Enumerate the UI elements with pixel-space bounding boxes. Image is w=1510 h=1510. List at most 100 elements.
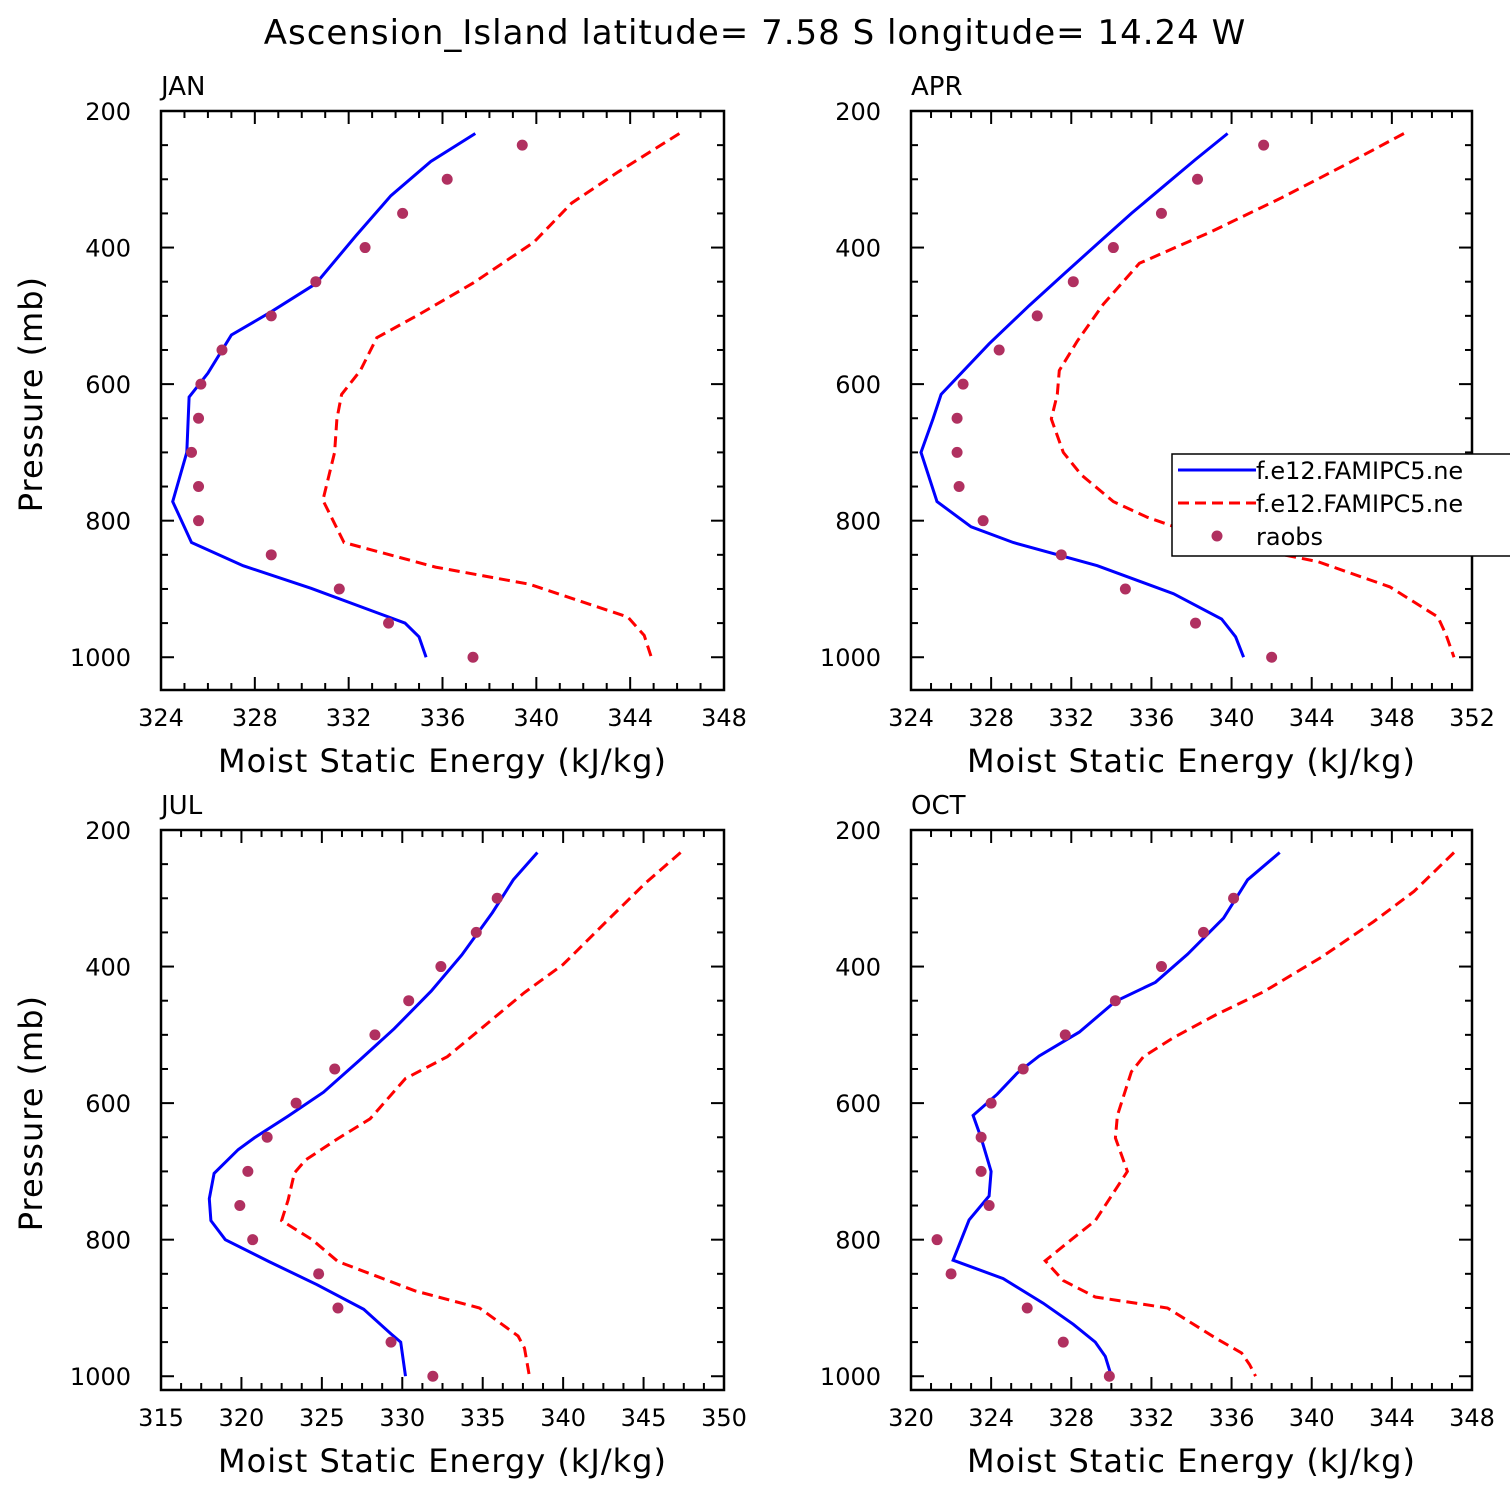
raobs-point: [332, 1302, 344, 1314]
x-tick-label: 324: [138, 704, 184, 732]
x-tick-label: 332: [326, 704, 372, 732]
x-tick-label: 348: [1369, 704, 1415, 732]
raobs-point: [951, 412, 963, 424]
x-tick-label: 344: [607, 704, 653, 732]
y-tick-label: 200: [835, 98, 881, 126]
x-tick-label: 348: [701, 704, 747, 732]
panel-oct: OCT 320 324 328 332 336 340 344 348 200 400 600 800 1…: [820, 791, 1495, 1480]
panel-title: OCT: [911, 791, 966, 821]
raobs-point: [931, 1234, 943, 1246]
raobs-point: [435, 961, 447, 973]
panel-title: JUL: [159, 791, 203, 821]
y-tick-label: 600: [85, 371, 131, 399]
panel-title: JAN: [159, 72, 205, 102]
y-tick-label: 600: [85, 1090, 131, 1118]
y-tick-label: 1000: [820, 1363, 881, 1391]
x-tick-label: 320: [888, 1404, 934, 1432]
raobs-point: [185, 446, 197, 458]
series-line-model-dashed: [279, 851, 682, 1377]
raobs-point: [1055, 549, 1067, 561]
x-tick-label: 336: [1129, 704, 1175, 732]
x-tick-label: 332: [1129, 1404, 1175, 1432]
series-line-model-dashed: [1043, 851, 1456, 1377]
raobs-point: [265, 310, 277, 322]
x-tick-label: 335: [460, 1404, 506, 1432]
raobs-point: [385, 1336, 397, 1348]
x-tick-label: 340: [540, 1404, 586, 1432]
raobs-point: [1198, 926, 1210, 938]
panel-jan: JAN 324 328 332 336 340 344 348 200 400 600 800 1000…: [12, 72, 747, 780]
series-line-model-solid: [207, 851, 539, 1377]
x-tick-label: 344: [1369, 1404, 1415, 1432]
x-tick-label: 324: [968, 1404, 1014, 1432]
raobs-point: [1057, 1336, 1069, 1348]
raobs-point: [1109, 995, 1121, 1007]
raobs-point: [957, 378, 969, 390]
x-tick-label: 345: [621, 1404, 667, 1432]
raobs-point: [234, 1200, 246, 1212]
raobs-point: [953, 481, 965, 493]
raobs-point: [1228, 892, 1240, 904]
y-tick-label: 400: [85, 235, 131, 263]
legend-swatch-marker: [1211, 530, 1223, 542]
raobs-point: [310, 276, 322, 288]
raobs-point: [1155, 961, 1167, 973]
x-axis-label: Moist Static Energy (kJ/kg): [967, 742, 1416, 780]
legend-item: f.e12.FAMIPC5.ne: [1178, 457, 1463, 485]
legend-label: f.e12.FAMIPC5.ne: [1256, 490, 1463, 518]
raobs-point: [993, 344, 1005, 356]
raobs-point: [985, 1097, 997, 1109]
x-tick-label: 350: [701, 1404, 747, 1432]
raobs-point: [1155, 207, 1167, 219]
raobs-point: [975, 1131, 987, 1143]
raobs-point: [313, 1268, 325, 1280]
y-tick-label: 400: [835, 954, 881, 982]
raobs-point: [383, 617, 395, 629]
raobs-point: [983, 1200, 995, 1212]
x-tick-label: 352: [1449, 704, 1495, 732]
raobs-point: [470, 926, 482, 938]
y-tick-label: 200: [85, 817, 131, 845]
panel-jul: JUL 315 320 325 330 335 340 345 350 200 400 600 800 1…: [12, 791, 747, 1480]
raobs-point: [516, 139, 528, 151]
x-tick-label: 320: [219, 1404, 265, 1432]
raobs-point: [975, 1165, 987, 1177]
raobs-point: [945, 1268, 957, 1280]
y-tick-label: 400: [835, 235, 881, 263]
x-tick-label: 336: [420, 704, 466, 732]
x-tick-label: 348: [1449, 1404, 1495, 1432]
legend-label: raobs: [1256, 523, 1323, 551]
y-tick-label: 200: [85, 98, 131, 126]
raobs-point: [216, 344, 228, 356]
y-tick-label: 600: [835, 1090, 881, 1118]
series-line-model-dashed: [321, 132, 681, 658]
raobs-point: [1258, 139, 1270, 151]
y-tick-label: 800: [835, 508, 881, 536]
x-tick-label: 324: [888, 704, 934, 732]
x-tick-label: 328: [232, 704, 278, 732]
raobs-point: [1059, 1029, 1071, 1041]
x-tick-label: 325: [299, 1404, 345, 1432]
y-axis-label: Pressure (mb): [12, 276, 50, 512]
y-tick-label: 800: [835, 1227, 881, 1255]
raobs-point: [290, 1097, 302, 1109]
raobs-point: [193, 515, 205, 527]
x-tick-label: 340: [1209, 704, 1255, 732]
y-tick-label: 1000: [70, 1363, 131, 1391]
x-axis-label: Moist Static Energy (kJ/kg): [218, 742, 667, 780]
raobs-point: [1119, 583, 1131, 595]
raobs-point: [193, 481, 205, 493]
raobs-point: [397, 207, 409, 219]
raobs-point: [242, 1165, 254, 1177]
raobs-point: [441, 173, 453, 185]
y-tick-label: 400: [85, 954, 131, 982]
raobs-point: [193, 412, 205, 424]
x-tick-label: 315: [138, 1404, 184, 1432]
raobs-point: [951, 446, 963, 458]
y-tick-label: 800: [85, 1227, 131, 1255]
raobs-point: [265, 549, 277, 561]
panel-apr: APR 324 328 332 336 340 344 348 352 200 400 600 800 1…: [820, 72, 1495, 780]
raobs-point: [359, 242, 371, 254]
y-tick-label: 800: [85, 508, 131, 536]
